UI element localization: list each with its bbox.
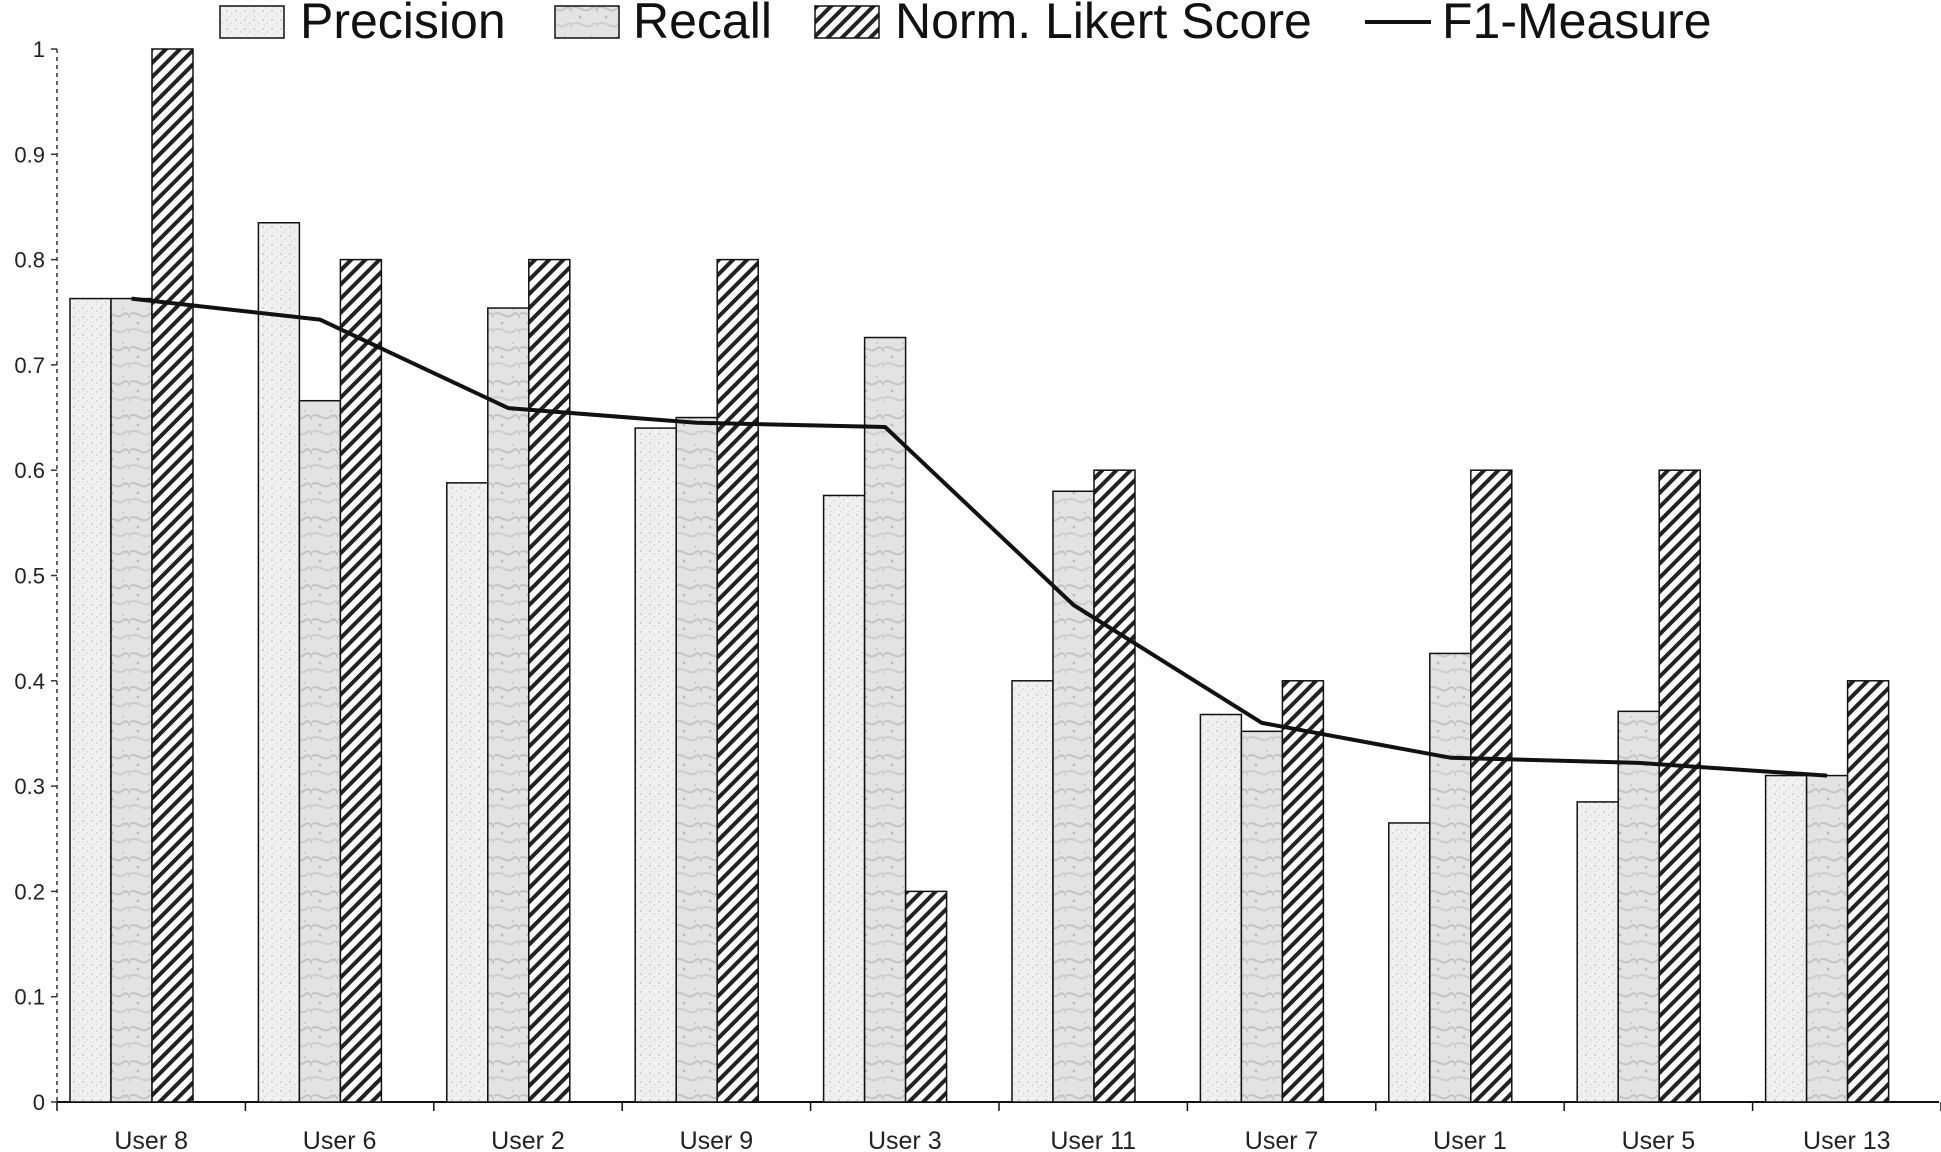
bar-recall: [1429, 652, 1472, 1103]
bar-norm-likert-score: [1846, 680, 1890, 1103]
x-tick-label: User 2: [491, 1127, 565, 1152]
bar-norm-likert-score: [339, 258, 383, 1103]
x-tick-label: User 1: [1433, 1127, 1507, 1152]
bar-recall: [1617, 710, 1660, 1103]
bar-precision: [1011, 680, 1054, 1103]
axis-labels: 0 0.1 0.2 0.3 0.4 0.5 0.6 0.7 0.8 0.9 1 User 8 User …: [14, 37, 1890, 1152]
bar-norm-likert-score: [716, 258, 759, 1103]
x-tick-label: User 13: [1803, 1127, 1891, 1152]
bar-norm-likert-score: [1093, 469, 1136, 1103]
bar-precision: [1388, 822, 1431, 1103]
bar-recall: [1240, 730, 1284, 1103]
y-tick-label: 0.9: [14, 142, 45, 167]
legend-swatch-norm-likert-score: [814, 5, 880, 39]
bar-precision: [446, 482, 489, 1103]
legend: Precision Recall Norm. Likert Score F1-Meas…: [219, 0, 1712, 49]
bar-recall: [298, 399, 342, 1103]
bar-recall: [675, 416, 718, 1103]
legend-label-norm-likert-score: Norm. Likert Score: [895, 0, 1312, 49]
bars: [69, 48, 1890, 1103]
bar-recall: [487, 307, 530, 1103]
x-tick-label: User 3: [868, 1127, 942, 1152]
y-tick-label: 0.5: [14, 564, 45, 589]
y-tick-label: 0.6: [14, 458, 45, 483]
y-tick-label: 0.8: [14, 248, 45, 273]
bar-norm-likert-score: [528, 258, 571, 1103]
bar-norm-likert-score: [151, 48, 194, 1103]
bar-recall: [110, 297, 153, 1103]
y-tick-label: 1: [33, 37, 45, 62]
bar-precision: [1199, 713, 1243, 1103]
y-tick-label: 0.3: [14, 774, 45, 799]
y-tick-label: 0.4: [14, 669, 45, 694]
bar-recall: [1805, 774, 1849, 1103]
bar-norm-likert-score: [1470, 469, 1513, 1103]
legend-label-f1-measure: F1-Measure: [1442, 0, 1712, 49]
x-tick-label: User 9: [680, 1127, 754, 1152]
bar-recall: [1052, 490, 1095, 1103]
y-tick-label: 0.2: [14, 879, 45, 904]
legend-label-precision: Precision: [300, 0, 506, 49]
x-tick-label: User 8: [114, 1127, 188, 1152]
bar-recall: [863, 336, 907, 1103]
bar-precision: [634, 427, 677, 1103]
legend-swatch-precision: [219, 5, 285, 39]
y-tick-label: 0.1: [14, 985, 45, 1010]
legend-swatch-recall: [554, 5, 620, 39]
x-tick-label: User 11: [1050, 1127, 1136, 1152]
y-tick-label: 0.7: [14, 353, 45, 378]
bar-precision: [69, 297, 112, 1103]
bar-norm-likert-score: [904, 890, 948, 1103]
bar-precision: [1576, 801, 1619, 1103]
bar-precision: [257, 221, 301, 1103]
bar-norm-likert-score: [1281, 680, 1325, 1103]
bar-precision: [1764, 774, 1808, 1103]
y-tick-label: 0: [33, 1090, 45, 1115]
legend-label-recall: Recall: [633, 0, 772, 49]
x-tick-label: User 7: [1245, 1127, 1319, 1152]
f1-measure-line: [131, 296, 1828, 778]
bar-norm-likert-score: [1658, 469, 1701, 1103]
f1-line: [131, 296, 1828, 778]
x-tick-label: User 5: [1622, 1127, 1696, 1152]
bar-precision: [822, 494, 866, 1103]
x-tick-label: User 6: [303, 1127, 377, 1152]
